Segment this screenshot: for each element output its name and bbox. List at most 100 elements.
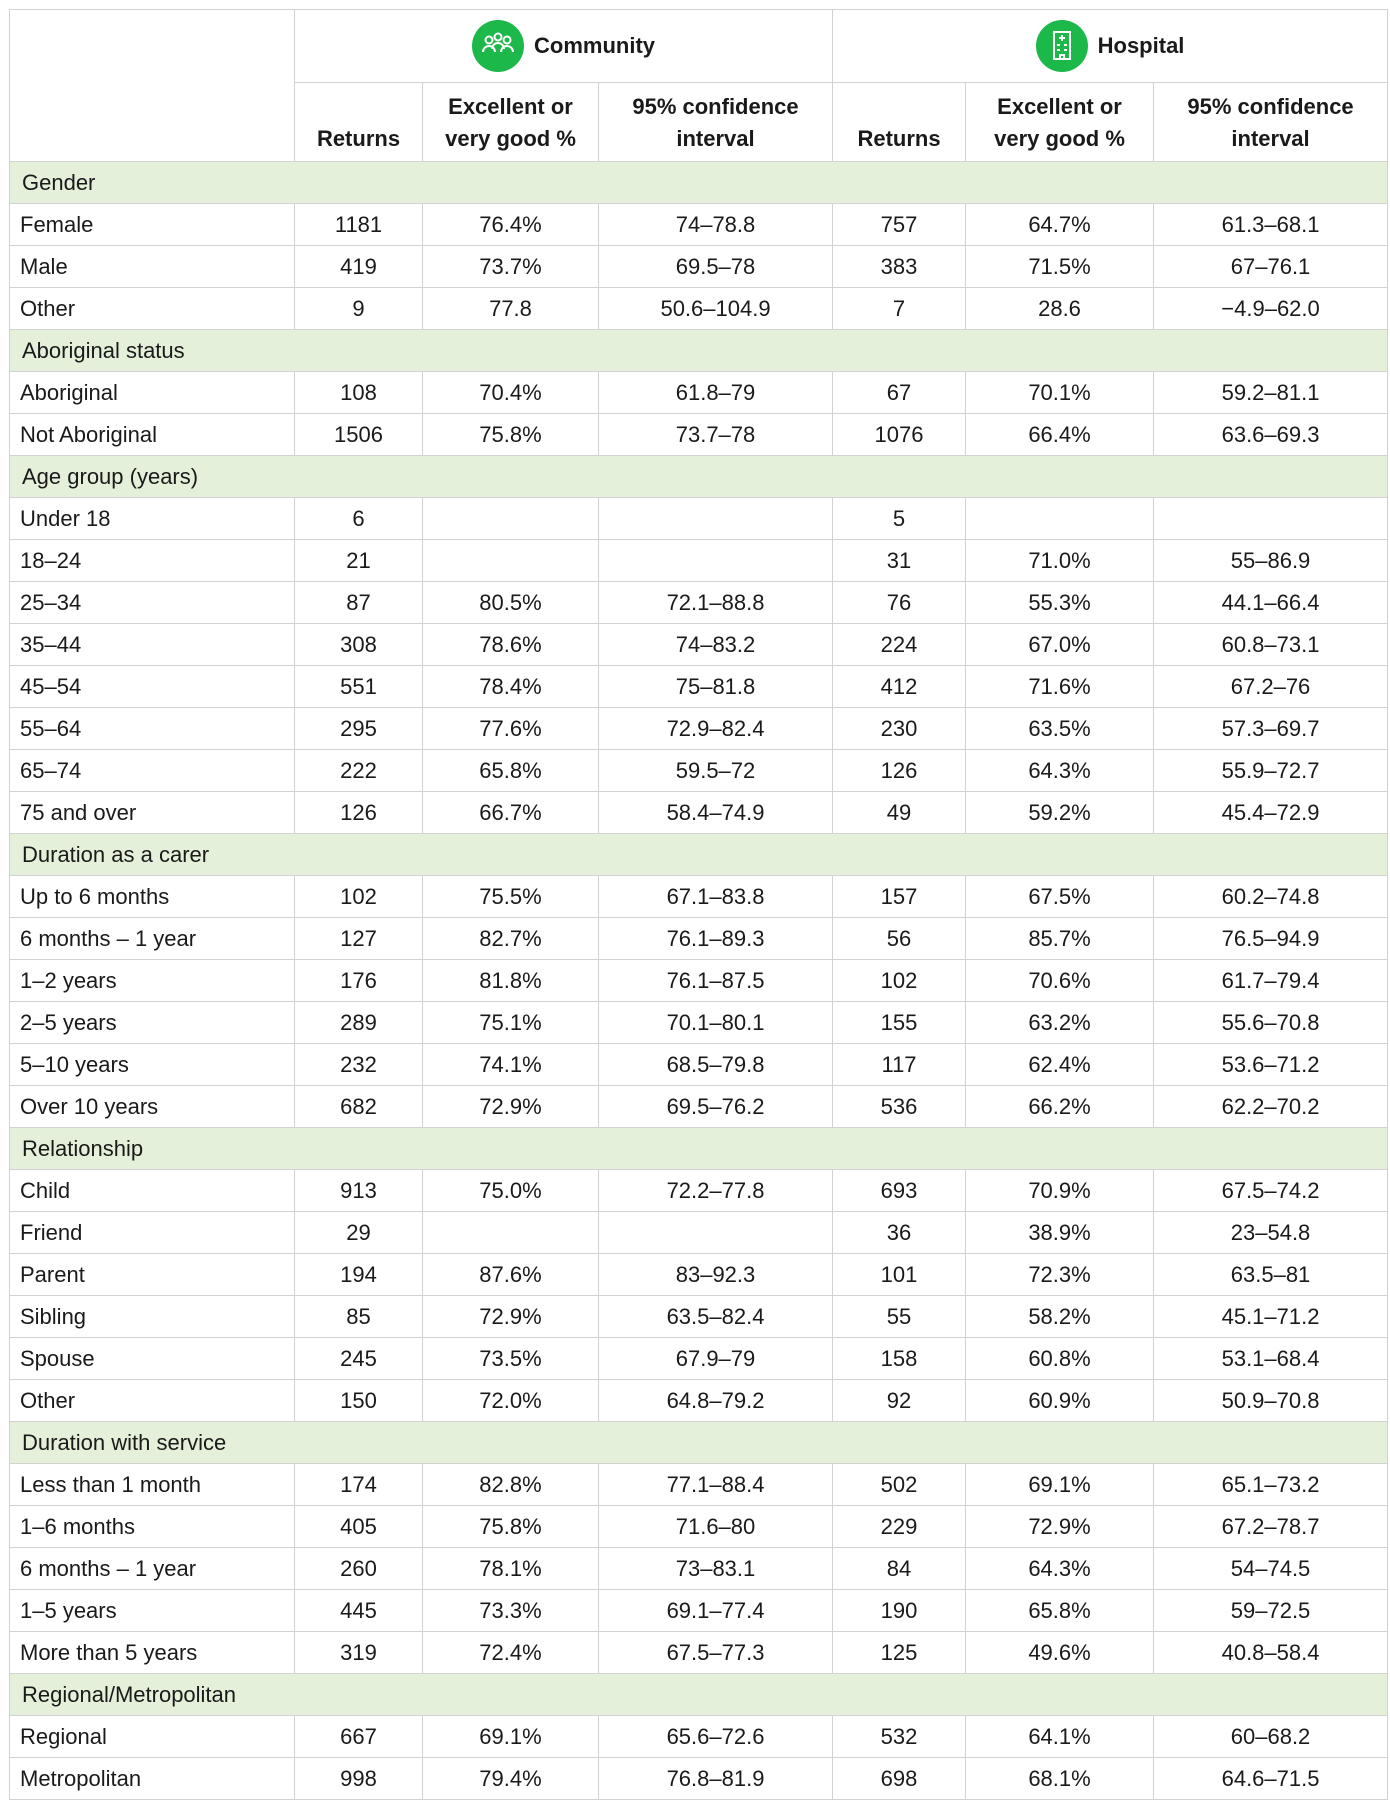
cell: 158 (832, 1337, 967, 1380)
cell: 55 (832, 1295, 967, 1338)
cell: 174 (294, 1463, 423, 1506)
cell: 54–74.5 (1153, 1547, 1389, 1590)
cell: 9 (294, 287, 423, 330)
cell: 1181 (294, 203, 423, 246)
section-title: Regional/Metropolitan (8, 1673, 1389, 1716)
row-label: Not Aboriginal (9, 413, 295, 456)
cell: 232 (294, 1043, 423, 1086)
cell: 69.1% (422, 1715, 599, 1758)
data-row: Over 10 years 682 72.9% 69.5–76.2 536 66.2% 62… (9, 1085, 1389, 1128)
cell: 50.9–70.8 (1153, 1379, 1389, 1422)
cell: 66.2% (965, 1085, 1155, 1128)
cell: 78.4% (422, 665, 599, 708)
column-header: 95% confidence interval (597, 82, 834, 162)
row-label: 35–44 (9, 623, 295, 666)
cell: 56 (832, 917, 967, 960)
section-title: Age group (years) (8, 455, 1389, 498)
cell: 61.7–79.4 (1153, 959, 1389, 1002)
row-label: Metropolitan (9, 1757, 295, 1800)
cell: 68.1% (965, 1757, 1155, 1800)
row-label: 25–34 (9, 581, 295, 624)
cell: 913 (294, 1169, 423, 1212)
cell: 72.9% (422, 1085, 599, 1128)
data-row: Child 913 75.0% 72.2–77.8 693 70.9% 67.5–74.2 (9, 1169, 1389, 1212)
row-label: 1–6 months (9, 1505, 295, 1548)
section-row: Duration with service (8, 1421, 1389, 1464)
cell: 71.5% (965, 245, 1155, 288)
cell: 83–92.3 (597, 1253, 834, 1296)
column-header: 95% confidence interval (1153, 82, 1389, 162)
row-label: Over 10 years (9, 1085, 295, 1128)
cell: 445 (294, 1589, 423, 1632)
cell: 308 (294, 623, 423, 666)
row-label: 1–5 years (9, 1589, 295, 1632)
cell: 74–83.2 (597, 623, 834, 666)
cell: 190 (832, 1589, 967, 1632)
cell: 85.7% (965, 917, 1155, 960)
cell: 102 (832, 959, 967, 1002)
cell: 75.1% (422, 1001, 599, 1044)
row-label: Less than 1 month (9, 1463, 295, 1506)
data-row: 2–5 years 289 75.1% 70.1–80.1 155 63.2% 55.6–7… (9, 1001, 1389, 1044)
cell: 61.8–79 (597, 371, 834, 414)
cell: 74–78.8 (597, 203, 834, 246)
cell: 67.2–78.7 (1153, 1505, 1389, 1548)
cell: 71.6–80 (597, 1505, 834, 1548)
cell: 72.9% (422, 1295, 599, 1338)
data-row: 65–74 222 65.8% 59.5–72 126 64.3% 55.9–72.7 (9, 749, 1389, 792)
cell: 65.1–73.2 (1153, 1463, 1389, 1506)
cell: 59.5–72 (597, 749, 834, 792)
row-label: 6 months – 1 year (9, 1547, 295, 1590)
cell: 72.2–77.8 (597, 1169, 834, 1212)
cell: 57.3–69.7 (1153, 707, 1389, 750)
cell: 62.4% (965, 1043, 1155, 1086)
row-label: 45–54 (9, 665, 295, 708)
cell: 64.8–79.2 (597, 1379, 834, 1422)
cell: 70.9% (965, 1169, 1155, 1212)
cell: 59.2% (965, 791, 1155, 834)
cell: 7 (832, 287, 967, 330)
cell: 60–68.2 (1153, 1715, 1389, 1758)
cell: 998 (294, 1757, 423, 1800)
group-header: Community (293, 9, 834, 83)
cell: 31 (832, 539, 967, 582)
data-row: 6 months – 1 year 127 82.7% 76.1–89.3 56 85.7… (9, 917, 1389, 960)
cell: 67.9–79 (597, 1337, 834, 1380)
data-row: 75 and over 126 66.7% 58.4–74.9 49 59.2% 45.4–… (9, 791, 1389, 834)
cell: 75–81.8 (597, 665, 834, 708)
cell: 155 (832, 1001, 967, 1044)
cell: 72.0% (422, 1379, 599, 1422)
cell: 63.5–81 (1153, 1253, 1389, 1296)
cell: 75.0% (422, 1169, 599, 1212)
cell: 38.9% (965, 1211, 1155, 1254)
cell: 73.5% (422, 1337, 599, 1380)
data-row: 1–5 years 445 73.3% 69.1–77.4 190 65.8% 59–72.… (9, 1589, 1389, 1632)
cell: 72.4% (422, 1631, 599, 1674)
cell: 55.3% (965, 581, 1155, 624)
cell: 76.1–89.3 (597, 917, 834, 960)
cell: 81.8% (422, 959, 599, 1002)
cell: 87.6% (422, 1253, 599, 1296)
cell: 67.2–76 (1153, 665, 1389, 708)
data-row: 35–44 308 78.6% 74–83.2 224 67.0% 60.8–73.1 (9, 623, 1389, 666)
section-row: Aboriginal status (8, 329, 1389, 372)
data-row: 25–34 87 80.5% 72.1–88.8 76 55.3% 44.1–66.4 (9, 581, 1389, 624)
cell: 77.6% (422, 707, 599, 750)
cell (965, 497, 1155, 540)
row-label: Regional (9, 1715, 295, 1758)
cell (597, 497, 834, 540)
section-row: Age group (years) (8, 455, 1389, 498)
cell: 79.4% (422, 1757, 599, 1800)
section-row: Gender (8, 161, 1389, 204)
cell: 67.5% (965, 875, 1155, 918)
cell: 66.4% (965, 413, 1155, 456)
row-label: Friend (9, 1211, 295, 1254)
data-row: Parent 194 87.6% 83–92.3 101 72.3% 63.5–81 (9, 1253, 1389, 1296)
cell: 49.6% (965, 1631, 1155, 1674)
data-row: Aboriginal 108 70.4% 61.8–79 67 70.1% 59.2–81.… (9, 371, 1389, 414)
data-row: More than 5 years 319 72.4% 67.5–77.3 125 49.… (9, 1631, 1389, 1674)
cell: 45.4–72.9 (1153, 791, 1389, 834)
cell (422, 497, 599, 540)
cell: 85 (294, 1295, 423, 1338)
